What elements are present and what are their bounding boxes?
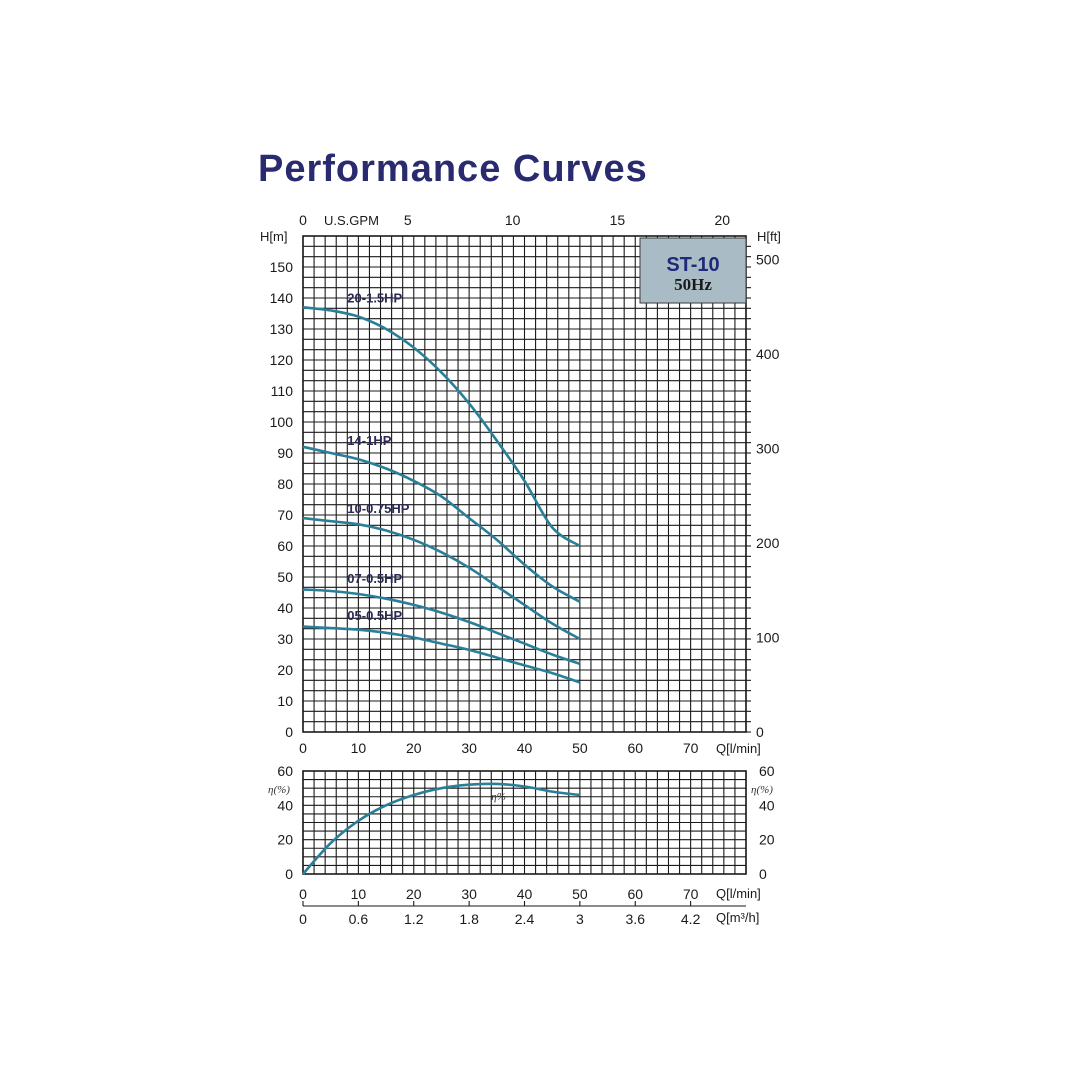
- model-name: ST-10: [666, 254, 719, 276]
- eff-y-tick-label: 60: [277, 763, 293, 779]
- curve-20-1.5HP: [302, 306, 581, 548]
- eff-x-tick-label: 20: [406, 886, 422, 902]
- model-frequency: 50Hz: [674, 275, 712, 294]
- m3h-tick-label: 2.4: [515, 911, 535, 927]
- m3h-tick-label: 3: [576, 911, 584, 927]
- x-tick-label: 10: [351, 740, 367, 756]
- eff-y-tick-label: 0: [285, 866, 293, 882]
- ft-tick-label: 200: [756, 535, 780, 551]
- x-tick-label: 20: [406, 740, 422, 756]
- ft-tick-label: 300: [756, 441, 780, 457]
- eff-x-tick-label: 30: [461, 886, 477, 902]
- y-tick-label: 120: [270, 352, 294, 368]
- y-tick-label: 40: [277, 600, 293, 616]
- eff-x-tick-label: 40: [517, 886, 533, 902]
- y-tick-label: 50: [277, 569, 293, 585]
- eff-y-tick-label: 20: [277, 832, 293, 848]
- y-tick-label: 30: [277, 631, 293, 647]
- y-tick-label: 90: [277, 445, 293, 461]
- efficiency-chart-grid: [302, 770, 747, 875]
- eff-y-tick-label-right: 60: [759, 763, 775, 779]
- eff-y-tick-label: 40: [277, 797, 293, 813]
- y-tick-label: 0: [285, 724, 293, 740]
- m3h-tick-label: 1.2: [404, 911, 424, 927]
- curve-label-05-0.5HP: 05-0.5HP: [347, 608, 402, 623]
- ft-tick-label: 100: [756, 630, 780, 646]
- ft-tick-label: 500: [756, 252, 780, 268]
- eff-x-tick-label: 0: [299, 886, 307, 902]
- gpm-tick-label: 0: [299, 212, 307, 228]
- eff-x-tick-label: 70: [683, 886, 699, 902]
- ft-tick-label: 400: [756, 346, 780, 362]
- y-axis-label: H[m]: [260, 229, 287, 244]
- curve-label-10-0.75HP: 10-0.75HP: [347, 501, 409, 516]
- x-tick-label: 70: [683, 740, 699, 756]
- x-tick-label: 0: [299, 740, 307, 756]
- y-tick-label: 100: [270, 414, 294, 430]
- curves: [302, 306, 581, 875]
- y-tick-label: 140: [270, 290, 294, 306]
- curve-14-1HP: [302, 445, 581, 603]
- page-title: Performance Curves: [258, 148, 648, 190]
- model-box: ST-10 50Hz: [639, 237, 747, 304]
- eff-y-tick-label-right: 0: [759, 866, 767, 882]
- x-tick-label: 40: [517, 740, 533, 756]
- eff-x-tick-label: 50: [572, 886, 588, 902]
- gpm-axis-label: U.S.GPM: [324, 213, 379, 228]
- eff-x-axis-label: Q[l/min]: [716, 886, 761, 901]
- eff-y-axis-label-right: η(%): [751, 784, 773, 796]
- x-tick-label: 60: [627, 740, 643, 756]
- eff-y-tick-label-right: 40: [759, 797, 775, 813]
- m3h-axis-label: Q[m³/h]: [716, 910, 759, 925]
- gpm-tick-label: 15: [610, 212, 626, 228]
- efficiency-curve: [302, 782, 581, 875]
- y-tick-label: 150: [270, 259, 294, 275]
- y-tick-label: 70: [277, 507, 293, 523]
- gpm-tick-label: 10: [505, 212, 521, 228]
- eff-x-tick-label: 60: [627, 886, 643, 902]
- m3h-tick-label: 1.8: [459, 911, 479, 927]
- model-box-bg: [639, 237, 747, 304]
- eff-y-tick-label-right: 20: [759, 832, 775, 848]
- m3h-tick-label: 4.2: [681, 911, 701, 927]
- curve-10-0.75HP: [302, 516, 581, 641]
- gpm-tick-label: 20: [714, 212, 730, 228]
- m3h-tick-label: 3.6: [626, 911, 646, 927]
- x-tick-label: 30: [461, 740, 477, 756]
- y-tick-label: 20: [277, 662, 293, 678]
- eff-x-tick-label: 10: [351, 886, 367, 902]
- eff-y-axis-label: η(%): [268, 784, 290, 796]
- ft-tick-label: 0: [756, 724, 764, 740]
- y-tick-label: 60: [277, 538, 293, 554]
- efficiency-curve-label: η%: [491, 791, 506, 803]
- curve-label-20-1.5HP: 20-1.5HP: [347, 290, 402, 305]
- curve-07-0.5HP: [302, 588, 581, 666]
- gpm-tick-label: 5: [404, 212, 412, 228]
- x-tick-label: 50: [572, 740, 588, 756]
- tick-labels: 0102030405060708090100110120130140150H[m…: [260, 212, 781, 927]
- m3h-tick-label: 0.6: [349, 911, 369, 927]
- ft-axis-label: H[ft]: [757, 229, 781, 244]
- y-tick-label: 10: [277, 693, 293, 709]
- y-tick-label: 80: [277, 476, 293, 492]
- plot-frame: [302, 770, 747, 875]
- curve-label-14-1HP: 14-1HP: [347, 433, 391, 448]
- curve-05-0.5HP: [302, 625, 581, 684]
- curve-labels: 20-1.5HP 14-1HP 10-0.75HP 07-0.5HP 05-0.5HP η…: [347, 290, 506, 802]
- curve-label-07-0.5HP: 07-0.5HP: [347, 571, 402, 586]
- y-tick-label: 130: [270, 321, 294, 337]
- head-chart-grid: [302, 235, 751, 733]
- m3h-tick-label: 0: [299, 911, 307, 927]
- x-axis-label: Q[l/min]: [716, 741, 761, 756]
- y-tick-label: 110: [271, 383, 294, 399]
